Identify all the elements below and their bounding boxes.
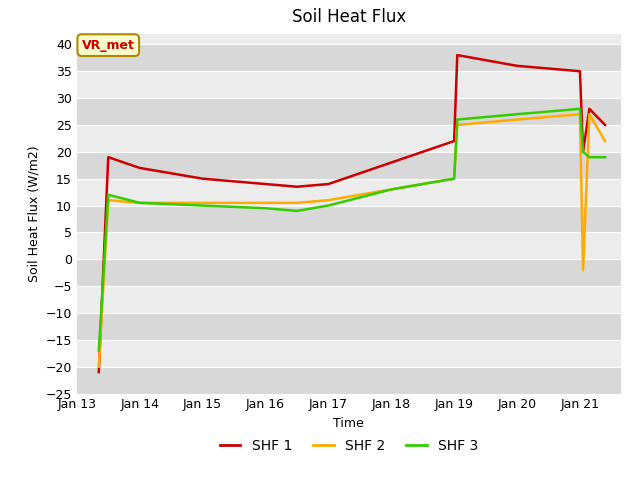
SHF 3 [576, 106, 584, 112]
Line: SHF 1: SHF 1 [99, 55, 605, 372]
Bar [77, 232, 621, 259]
Legend: SHF 1, SHF 2, SHF 3: SHF 1, SHF 2, SHF 3 [214, 433, 484, 459]
Bar [77, 125, 621, 152]
SHF 2 [579, 267, 587, 273]
SHF 2 [576, 111, 584, 117]
SHF 1 [586, 106, 593, 112]
SHF 3 [95, 348, 102, 353]
SHF 2 [387, 187, 395, 192]
Bar [77, 286, 621, 313]
SHF 1 [454, 52, 461, 58]
SHF 1 [579, 149, 587, 155]
SHF 3 [199, 203, 207, 208]
SHF 1 [324, 181, 332, 187]
X-axis label: Time: Time [333, 417, 364, 430]
SHF 1 [451, 138, 458, 144]
Bar [77, 340, 621, 367]
Bar [77, 71, 621, 98]
SHF 2 [104, 197, 112, 203]
Y-axis label: Soil Heat Flux (W/m2): Soil Heat Flux (W/m2) [27, 145, 40, 282]
SHF 3 [454, 117, 461, 122]
SHF 1 [576, 68, 584, 74]
SHF 3 [324, 203, 332, 208]
SHF 1 [601, 122, 609, 128]
SHF 1 [199, 176, 207, 181]
SHF 2 [454, 122, 461, 128]
Bar [77, 367, 621, 394]
SHF 2 [293, 200, 301, 206]
SHF 1 [262, 181, 269, 187]
SHF 3 [513, 111, 521, 117]
Bar [77, 205, 621, 232]
Bar [77, 34, 621, 44]
SHF 2 [262, 200, 269, 206]
SHF 2 [324, 197, 332, 203]
SHF 1 [293, 184, 301, 190]
SHF 2 [451, 176, 458, 181]
SHF 3 [262, 205, 269, 211]
SHF 2 [136, 200, 143, 206]
Bar [77, 44, 621, 71]
Bar [77, 313, 621, 340]
SHF 1 [387, 160, 395, 166]
Line: SHF 3: SHF 3 [99, 109, 605, 350]
SHF 2 [199, 200, 207, 206]
Title: Soil Heat Flux: Soil Heat Flux [292, 9, 406, 26]
Line: SHF 2: SHF 2 [99, 114, 605, 367]
SHF 3 [136, 200, 143, 206]
SHF 3 [601, 154, 609, 160]
SHF 3 [451, 176, 458, 181]
SHF 3 [293, 208, 301, 214]
SHF 1 [513, 63, 521, 69]
SHF 2 [601, 138, 609, 144]
SHF 3 [104, 192, 112, 198]
SHF 1 [136, 165, 143, 171]
SHF 3 [586, 154, 593, 160]
SHF 1 [95, 369, 102, 375]
Bar [77, 152, 621, 179]
SHF 3 [387, 187, 395, 192]
SHF 3 [579, 149, 587, 155]
Bar [77, 259, 621, 286]
Bar [77, 179, 621, 205]
SHF 1 [104, 154, 112, 160]
SHF 2 [513, 117, 521, 122]
SHF 2 [586, 111, 593, 117]
SHF 2 [95, 364, 102, 370]
Text: VR_met: VR_met [82, 39, 134, 52]
Bar [77, 98, 621, 125]
